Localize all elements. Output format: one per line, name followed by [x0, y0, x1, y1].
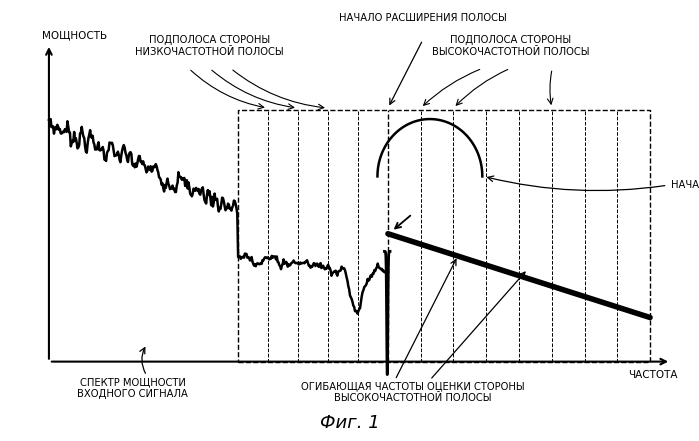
Text: ПОДПОЛОСА СТОРОНЫ
НИЗКОЧАСТОТНОЙ ПОЛОСЫ: ПОДПОЛОСА СТОРОНЫ НИЗКОЧАСТОТНОЙ ПОЛОСЫ	[136, 35, 284, 57]
Text: ЧАСТОТА: ЧАСТОТА	[628, 370, 678, 381]
Text: НАЧАЛЬНАЯ ТОЧКА: НАЧАЛЬНАЯ ТОЧКА	[671, 180, 699, 190]
Text: МОЩНОСТЬ: МОЩНОСТЬ	[42, 30, 107, 40]
Text: ОГИБАЮЩАЯ ЧАСТОТЫ ОЦЕНКИ СТОРОНЫ
ВЫСОКОЧАСТОТНОЙ ПОЛОСЫ: ОГИБАЮЩАЯ ЧАСТОТЫ ОЦЕНКИ СТОРОНЫ ВЫСОКОЧ…	[301, 381, 524, 403]
Text: СПЕКТР МОЩНОСТИ
ВХОДНОГО СИГНАЛА: СПЕКТР МОЩНОСТИ ВХОДНОГО СИГНАЛА	[78, 377, 188, 399]
Text: ПОДПОЛОСА СТОРОНЫ
ВЫСОКОЧАСТОТНОЙ ПОЛОСЫ: ПОДПОЛОСА СТОРОНЫ ВЫСОКОЧАСТОТНОЙ ПОЛОСЫ	[431, 35, 589, 57]
Text: НАЧАЛО РАСШИРЕНИЯ ПОЛОСЫ: НАЧАЛО РАСШИРЕНИЯ ПОЛОСЫ	[339, 13, 507, 23]
Text: Фиг. 1: Фиг. 1	[319, 414, 380, 432]
Bar	[238, 110, 650, 362]
